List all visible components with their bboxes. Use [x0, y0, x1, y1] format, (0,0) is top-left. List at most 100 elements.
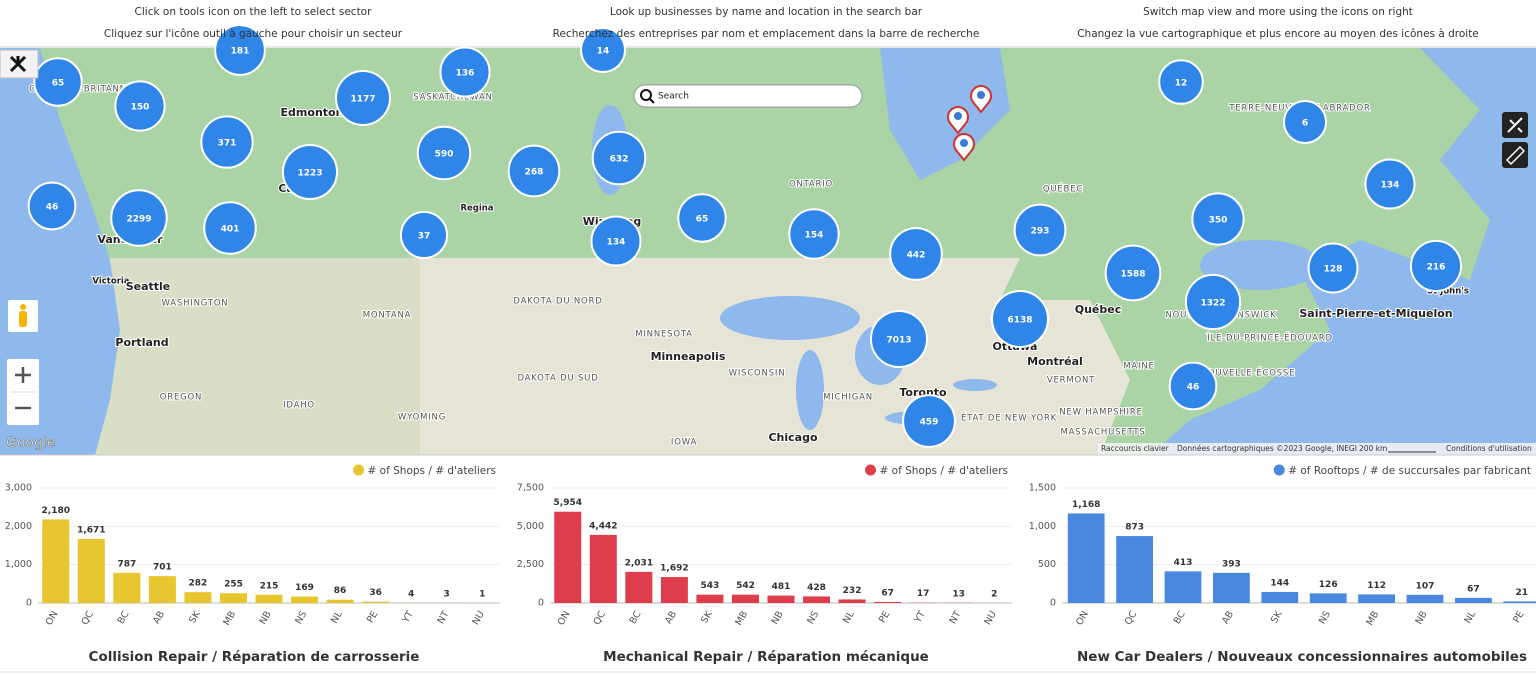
cluster[interactable]	[591, 130, 647, 186]
cluster[interactable]	[281, 143, 339, 201]
bar	[1116, 536, 1153, 603]
cluster[interactable]	[902, 394, 956, 448]
search-icon-handle	[649, 98, 655, 104]
x-tick-label: SK	[187, 609, 203, 626]
zoom-in[interactable]	[15, 367, 31, 383]
x-tick-label: QC	[79, 609, 96, 627]
cluster[interactable]	[335, 70, 391, 126]
cluster[interactable]	[870, 310, 928, 368]
map-label: IDAHO	[283, 401, 315, 411]
map-pin[interactable]	[970, 85, 992, 114]
cluster[interactable]	[110, 189, 168, 247]
ruler-toggle[interactable]	[1502, 142, 1528, 168]
cluster[interactable]	[1184, 273, 1242, 331]
cluster-count: 6	[1302, 119, 1308, 129]
bar	[113, 572, 141, 603]
map-label: MASSACHUSETTS	[1060, 428, 1145, 438]
pegman-body	[19, 311, 27, 327]
value-label: 1,168	[1072, 500, 1100, 510]
cluster-count: 268	[525, 168, 544, 178]
legend-swatch	[353, 464, 365, 476]
x-tick-label: QC	[1123, 609, 1140, 627]
us-land-west	[90, 258, 420, 455]
cluster-count: 216	[1427, 263, 1446, 273]
bar	[767, 595, 795, 603]
cluster[interactable]	[677, 193, 727, 243]
cluster[interactable]	[214, 24, 266, 76]
x-tick-label: BC	[116, 609, 132, 626]
google-logo: Google	[6, 435, 55, 451]
header-instruction: Changez la vue cartographique et plus en…	[1077, 28, 1479, 40]
map-label: WISCONSIN	[729, 369, 786, 379]
map-label: MONTANA	[363, 311, 412, 321]
cluster[interactable]	[1409, 239, 1463, 293]
value-label: 112	[1367, 581, 1386, 591]
header-instruction: Look up businesses by name and location …	[610, 6, 923, 18]
map-label: ONTARIO	[789, 180, 833, 190]
cluster[interactable]	[1307, 242, 1359, 294]
cluster[interactable]	[889, 227, 943, 281]
map-pin[interactable]	[947, 106, 969, 135]
cluster[interactable]	[33, 57, 83, 107]
tools-button[interactable]	[0, 49, 39, 79]
map-label: Saint-Pierre-et-Miquelon	[1299, 307, 1452, 320]
cluster[interactable]	[200, 115, 254, 169]
zoom-controls[interactable]	[7, 359, 39, 425]
search-box[interactable]: Search	[633, 84, 863, 108]
value-label: 21	[1516, 588, 1529, 598]
cluster[interactable]	[27, 181, 77, 231]
bar	[1164, 571, 1202, 603]
cluster[interactable]	[1013, 203, 1067, 257]
x-tick-label: NL	[1462, 609, 1478, 626]
cluster[interactable]	[788, 208, 840, 260]
cluster-count: 150	[131, 103, 150, 113]
cluster-count: 46	[46, 203, 59, 213]
bar	[731, 594, 759, 603]
value-label: 169	[295, 583, 314, 593]
satellite-icon	[1507, 117, 1523, 133]
cluster[interactable]	[580, 27, 626, 73]
map-right-icons[interactable]	[1502, 112, 1528, 168]
cluster-count: 442	[907, 251, 926, 261]
map-attribution[interactable]: Raccourcis clavier	[1101, 444, 1170, 453]
x-tick-label: ON	[44, 609, 61, 627]
pegman[interactable]	[8, 300, 38, 332]
y-tick-label: 1,000	[5, 559, 32, 570]
cluster[interactable]	[590, 215, 642, 267]
value-label: 701	[153, 563, 172, 573]
x-tick-label: YT	[400, 609, 416, 626]
map-pin-dot	[960, 139, 968, 147]
x-tick-label: NL	[841, 609, 857, 626]
map[interactable]: EdmontonSASKATCHEWANCalgaryReginaVancouv…	[0, 24, 1536, 455]
map-label: ÎLE-DU-PRINCE-ÉDOUARD	[1206, 332, 1333, 344]
search-input[interactable]	[633, 84, 863, 108]
value-label: 126	[1319, 580, 1338, 590]
bar	[1213, 572, 1250, 603]
cluster[interactable]	[1282, 99, 1328, 145]
value-label: 36	[369, 588, 382, 598]
cluster[interactable]	[1104, 244, 1162, 302]
bar	[326, 599, 354, 603]
cluster[interactable]	[114, 80, 166, 132]
marker-pins[interactable]	[947, 85, 992, 162]
cluster[interactable]	[439, 46, 491, 98]
cluster-count: 401	[221, 225, 240, 235]
cluster-count: 37	[418, 232, 431, 242]
value-label: 413	[1174, 558, 1193, 568]
map-attribution[interactable]: Conditions d'utilisation	[1446, 444, 1532, 453]
map-pin[interactable]	[953, 133, 975, 162]
cluster[interactable]	[1364, 158, 1416, 210]
cluster[interactable]	[416, 125, 472, 181]
cluster[interactable]	[1158, 59, 1204, 105]
cluster[interactable]	[507, 144, 561, 198]
cluster[interactable]	[203, 201, 257, 255]
cluster[interactable]	[991, 290, 1049, 348]
value-label: 481	[772, 582, 791, 592]
x-tick-label: AB	[151, 609, 167, 626]
cluster[interactable]	[1191, 192, 1245, 246]
cluster[interactable]	[399, 210, 449, 260]
x-tick-label: SK	[699, 609, 715, 626]
x-tick-label: NB	[769, 609, 785, 626]
cluster[interactable]	[1168, 361, 1218, 411]
